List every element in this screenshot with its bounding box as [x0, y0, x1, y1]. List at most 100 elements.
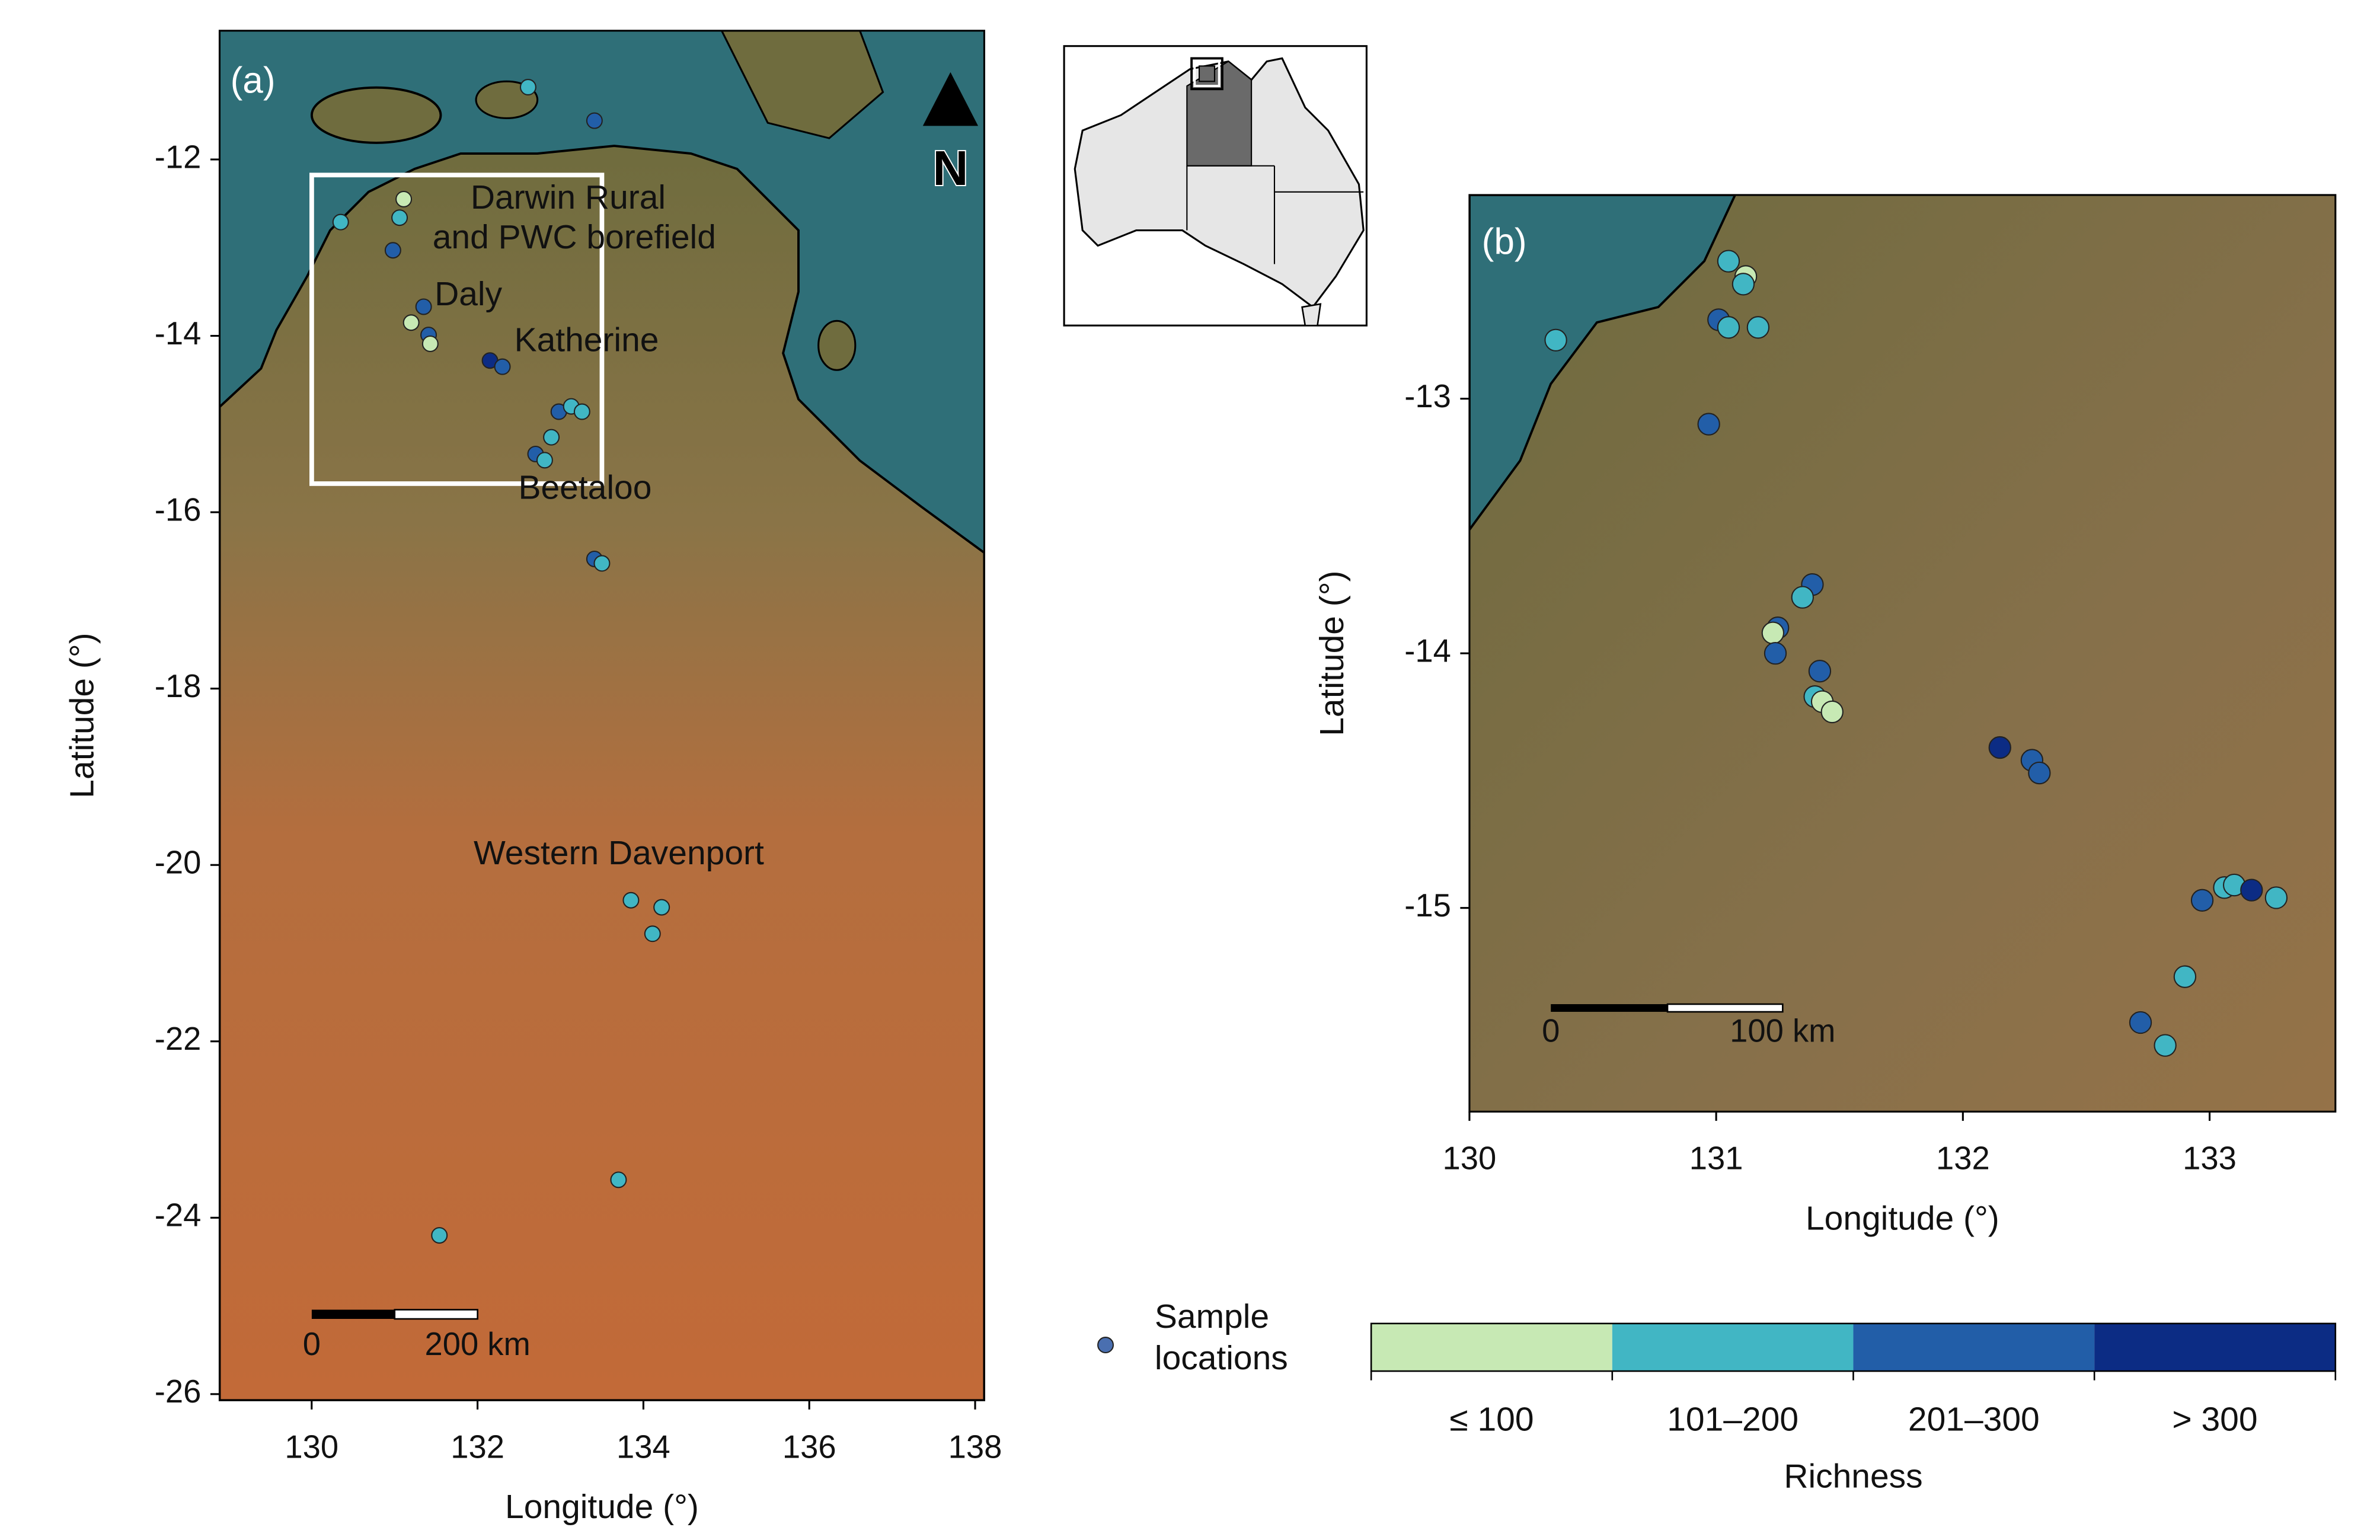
panel-label: (a) — [231, 60, 276, 101]
north-arrow — [922, 72, 979, 126]
sample-point — [1697, 413, 1720, 436]
sample-point — [1791, 586, 1814, 609]
y-tick-label: -13 — [1404, 378, 1451, 414]
colorbar-label: 101–200 — [1667, 1401, 1798, 1439]
scale-bar — [1666, 1003, 1784, 1013]
sample-point — [1761, 621, 1785, 644]
sample-point — [421, 335, 439, 352]
sample-point — [2154, 1034, 2177, 1057]
x-tick-label: 132 — [1936, 1140, 1990, 1177]
colorbar-segment — [1371, 1323, 1612, 1372]
map-b-background — [1469, 194, 2336, 1112]
sample-point — [593, 555, 611, 572]
scale-bar — [1551, 1004, 1668, 1012]
sample-point — [2240, 878, 2263, 902]
x-axis-label: Longitude (°) — [505, 1488, 699, 1526]
scale-bar — [311, 1309, 395, 1319]
x-tick-label: 133 — [2183, 1140, 2237, 1177]
sample-point — [1764, 641, 1787, 665]
sample-point — [1988, 736, 2011, 759]
colorbar-label: ≤ 100 — [1449, 1401, 1534, 1439]
sample-point — [2129, 1011, 2152, 1034]
y-tick-label: -16 — [155, 491, 202, 528]
axes-frame — [218, 30, 985, 1401]
x-tick-label: 132 — [451, 1429, 504, 1465]
x-axis-label: Longitude (°) — [1806, 1199, 1999, 1237]
sample-point — [536, 452, 553, 469]
north-label: N — [932, 140, 968, 196]
x-tick-label: 134 — [616, 1429, 670, 1465]
sample-point — [1746, 316, 1770, 339]
y-tick-label: -15 — [1404, 887, 1451, 924]
sample-point — [1717, 250, 1740, 273]
colorbar-segment — [2094, 1323, 2336, 1372]
colorbar-title: Richness — [1784, 1457, 1922, 1495]
x-tick-label: 130 — [1443, 1140, 1497, 1177]
y-tick-label: -14 — [155, 315, 202, 352]
sample-point — [384, 242, 401, 259]
legend-label: locations — [1155, 1339, 1288, 1377]
colorbar-segment — [1853, 1323, 2095, 1372]
sample-point — [519, 79, 536, 96]
sample-point — [1808, 660, 1832, 683]
sample-point — [622, 892, 640, 909]
panel-label: (b) — [1482, 221, 1527, 262]
y-axis-label: Latitude (°) — [1313, 571, 1351, 736]
scale-label: 100 km — [1730, 1013, 1835, 1049]
scale-label: 0 — [303, 1326, 321, 1362]
colorbar-segment — [1612, 1323, 1854, 1372]
annotation: Beetaloo — [518, 468, 651, 506]
colorbar: ≤ 100 101–200 201–300 > 300 — [1370, 1322, 2337, 1439]
y-tick-label: -12 — [155, 139, 202, 175]
scale-bar — [394, 1309, 478, 1320]
sample-point — [1732, 273, 1755, 296]
sample-point — [494, 358, 511, 375]
y-axis-label: Latitude (°) — [63, 632, 101, 798]
sample-point — [573, 403, 590, 420]
sample-point — [402, 314, 420, 331]
sample-point — [431, 1227, 448, 1244]
sample-point — [1544, 328, 1567, 352]
legend-marker — [1097, 1337, 1114, 1354]
legend-label: Sample — [1155, 1298, 1269, 1335]
y-tick-label: -22 — [155, 1021, 202, 1057]
sample-point — [1820, 700, 1844, 724]
sample-point — [395, 190, 413, 207]
annotation: Darwin Rural — [471, 178, 666, 216]
sample-point — [2190, 889, 2214, 912]
y-tick-label: -24 — [155, 1197, 202, 1234]
sample-point — [653, 899, 670, 916]
x-tick-label: 136 — [782, 1429, 836, 1465]
y-tick-label: -26 — [155, 1373, 202, 1410]
x-tick-label: 130 — [285, 1429, 338, 1465]
y-tick-label: -18 — [155, 668, 202, 704]
sample-point — [2173, 965, 2197, 988]
colorbar-label: > 300 — [2172, 1401, 2257, 1439]
y-tick-label: -20 — [155, 845, 202, 881]
annotation: and PWC borefield — [433, 218, 716, 256]
annotation: Katherine — [515, 321, 659, 359]
y-tick-label: -14 — [1404, 633, 1451, 669]
annotation: Daly — [435, 275, 502, 313]
map-a-background — [219, 30, 985, 1401]
sample-point — [415, 298, 432, 315]
x-tick-label: 138 — [948, 1429, 1002, 1465]
sample-point — [391, 209, 408, 226]
x-tick-label: 131 — [1689, 1140, 1743, 1177]
scale-label: 0 — [1542, 1013, 1560, 1049]
colorbar-label: 201–300 — [1908, 1401, 2040, 1439]
sample-point — [543, 429, 560, 446]
sample-point — [2264, 886, 2288, 909]
sample-point — [332, 213, 349, 231]
scale-label: 200 km — [424, 1326, 530, 1362]
sample-point — [586, 112, 603, 129]
sample-point — [2028, 761, 2051, 785]
annotation: Western Davenport — [474, 834, 764, 872]
sample-point — [610, 1171, 627, 1188]
sample-point — [644, 925, 661, 942]
inset-map — [1063, 45, 1368, 327]
sample-point — [1717, 316, 1740, 339]
